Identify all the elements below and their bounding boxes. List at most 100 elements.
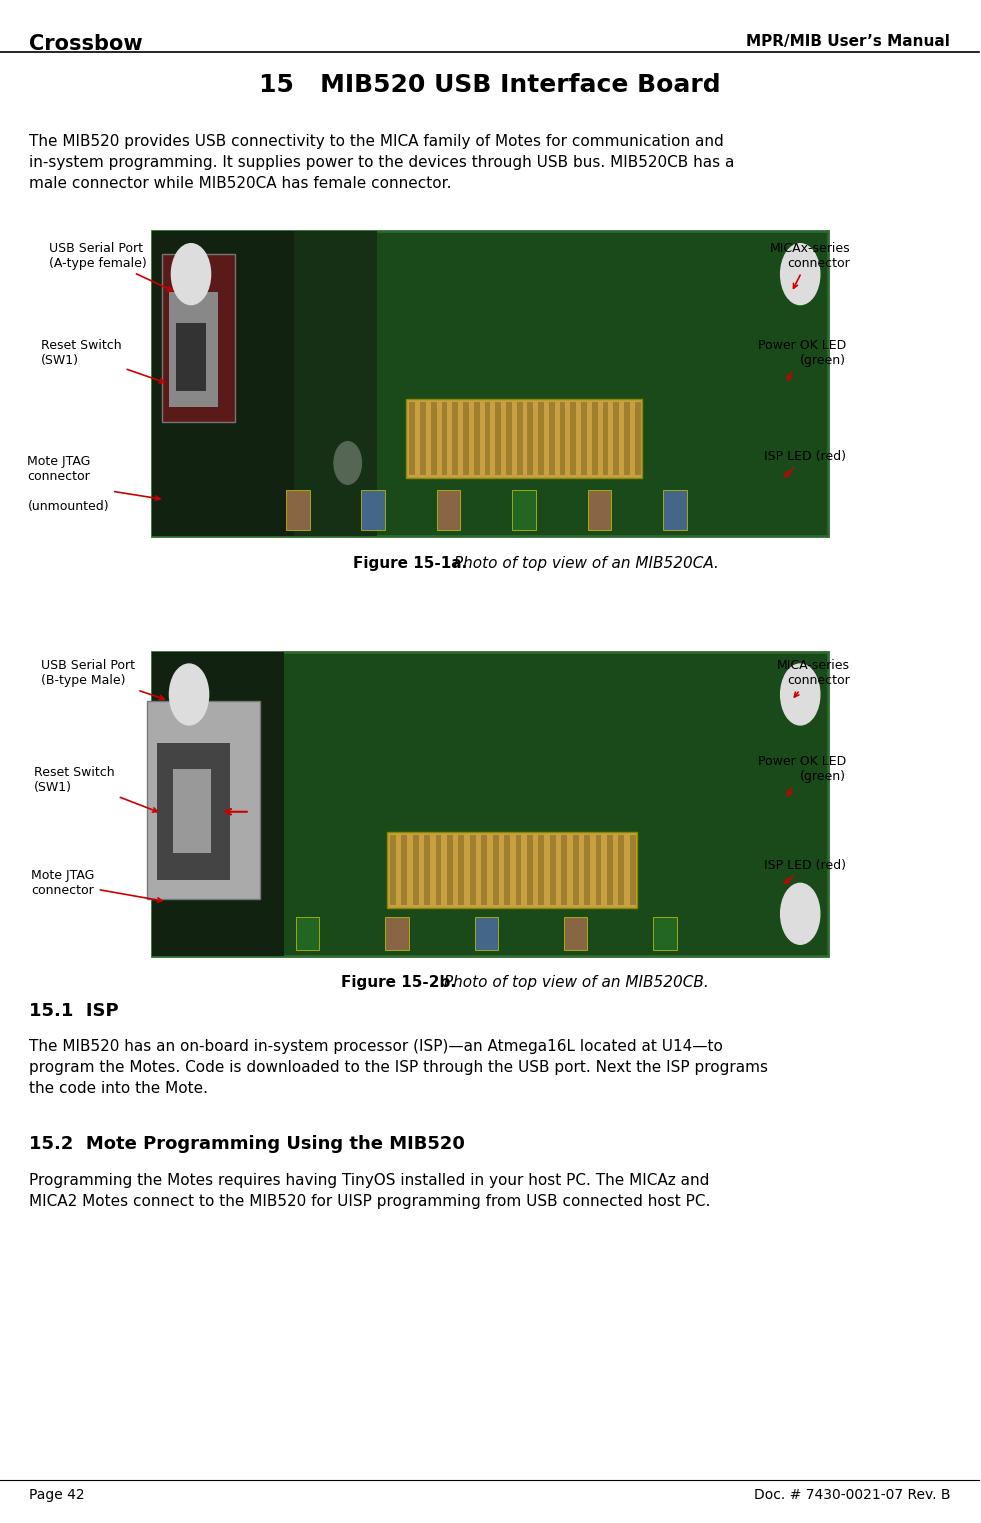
Bar	[570, 402, 576, 475]
Bar	[431, 402, 437, 475]
Bar	[492, 835, 498, 905]
Bar	[170, 292, 219, 407]
Text: Reset Switch
(SW1): Reset Switch (SW1)	[34, 766, 157, 812]
Bar	[401, 835, 407, 905]
Bar	[475, 917, 498, 950]
Circle shape	[781, 664, 820, 725]
Bar	[296, 917, 319, 950]
Bar	[573, 835, 579, 905]
Text: Power OK LED
(green): Power OK LED (green)	[758, 755, 847, 795]
Bar	[495, 402, 501, 475]
Text: MPR/MIB User’s Manual: MPR/MIB User’s Manual	[747, 34, 950, 49]
Bar	[581, 402, 587, 475]
Bar	[147, 701, 260, 899]
Bar	[413, 835, 419, 905]
Text: Photo of top view of an MIB520CB.: Photo of top view of an MIB520CB.	[439, 975, 708, 990]
Text: 15.2  Mote Programming Using the MIB520: 15.2 Mote Programming Using the MIB520	[29, 1135, 465, 1153]
Bar	[474, 402, 480, 475]
Bar	[595, 835, 601, 905]
Bar	[424, 835, 430, 905]
Bar	[653, 917, 677, 950]
Text: The MIB520 has an on-board in-system processor (ISP)—an Atmega16L located at U14: The MIB520 has an on-board in-system pro…	[29, 1039, 768, 1095]
Bar	[564, 917, 588, 950]
Bar	[409, 402, 415, 475]
Bar	[539, 402, 544, 475]
Text: Figure 15-2b.: Figure 15-2b.	[340, 975, 456, 990]
Bar	[516, 835, 522, 905]
Bar	[157, 743, 231, 880]
Bar	[602, 402, 608, 475]
Bar	[152, 231, 294, 536]
Text: Page 42: Page 42	[29, 1488, 85, 1502]
Bar	[441, 402, 447, 475]
Bar	[174, 769, 211, 853]
Circle shape	[781, 883, 820, 944]
Bar	[512, 490, 536, 530]
Text: ISP LED (red): ISP LED (red)	[764, 859, 847, 883]
Text: MICA-series
connector: MICA-series connector	[777, 659, 851, 698]
Bar	[482, 835, 488, 905]
Text: 15   MIB520 USB Interface Board: 15 MIB520 USB Interface Board	[259, 73, 721, 97]
Bar	[584, 835, 590, 905]
Text: Power OK LED
(green): Power OK LED (green)	[758, 340, 847, 379]
Bar	[592, 402, 597, 475]
Bar	[561, 835, 567, 905]
Text: Figure 15-1a.: Figure 15-1a.	[352, 556, 467, 571]
Bar	[624, 402, 630, 475]
Bar	[437, 490, 460, 530]
Circle shape	[172, 244, 211, 305]
Bar	[559, 402, 565, 475]
Text: ISP LED (red): ISP LED (red)	[764, 451, 847, 477]
Bar	[294, 231, 377, 536]
Bar	[162, 254, 235, 422]
Bar	[517, 402, 523, 475]
Bar	[177, 323, 206, 391]
Bar	[436, 835, 441, 905]
Text: 15.1  ISP: 15.1 ISP	[29, 1002, 119, 1020]
Bar	[389, 835, 395, 905]
Bar	[463, 402, 469, 475]
Bar	[528, 402, 534, 475]
Bar	[458, 835, 464, 905]
Bar	[630, 835, 636, 905]
Text: Photo of top view of an MIB520CA.: Photo of top view of an MIB520CA.	[448, 556, 718, 571]
Bar	[663, 490, 687, 530]
Text: MICAx-series
connector: MICAx-series connector	[769, 242, 851, 288]
Bar	[406, 399, 642, 478]
Text: USB Serial Port
(A-type female): USB Serial Port (A-type female)	[49, 242, 172, 291]
Text: Mote JTAG
connector: Mote JTAG connector	[31, 870, 162, 902]
Bar	[152, 652, 284, 956]
Bar	[420, 402, 426, 475]
Bar	[613, 402, 619, 475]
Bar	[361, 490, 385, 530]
Text: Mote JTAG
connector

(unmounted): Mote JTAG connector (unmounted)	[27, 455, 160, 513]
Bar	[286, 490, 310, 530]
Bar	[452, 402, 458, 475]
Text: Doc. # 7430-0021-07 Rev. B: Doc. # 7430-0021-07 Rev. B	[753, 1488, 950, 1502]
Bar	[549, 402, 554, 475]
Bar	[549, 835, 555, 905]
Circle shape	[781, 244, 820, 305]
Bar	[607, 835, 613, 905]
Bar	[504, 835, 510, 905]
Bar	[485, 402, 490, 475]
Text: Reset Switch
(SW1): Reset Switch (SW1)	[41, 340, 164, 382]
Bar	[387, 832, 637, 908]
Circle shape	[170, 664, 209, 725]
Bar	[152, 652, 828, 956]
Bar	[539, 835, 544, 905]
Text: Programming the Motes requires having TinyOS installed in your host PC. The MICA: Programming the Motes requires having Ti…	[29, 1173, 711, 1209]
Text: USB Serial Port
(B-type Male): USB Serial Port (B-type Male)	[41, 659, 164, 699]
Bar	[470, 835, 476, 905]
Bar	[386, 917, 409, 950]
Bar	[527, 835, 533, 905]
Bar	[152, 231, 828, 536]
Bar	[588, 490, 611, 530]
Bar	[447, 835, 453, 905]
Bar	[506, 402, 512, 475]
Bar	[618, 835, 624, 905]
Text: Crossbow: Crossbow	[29, 34, 143, 53]
Bar	[635, 402, 641, 475]
Circle shape	[334, 442, 361, 484]
Text: The MIB520 provides USB connectivity to the MICA family of Motes for communicati: The MIB520 provides USB connectivity to …	[29, 134, 735, 190]
